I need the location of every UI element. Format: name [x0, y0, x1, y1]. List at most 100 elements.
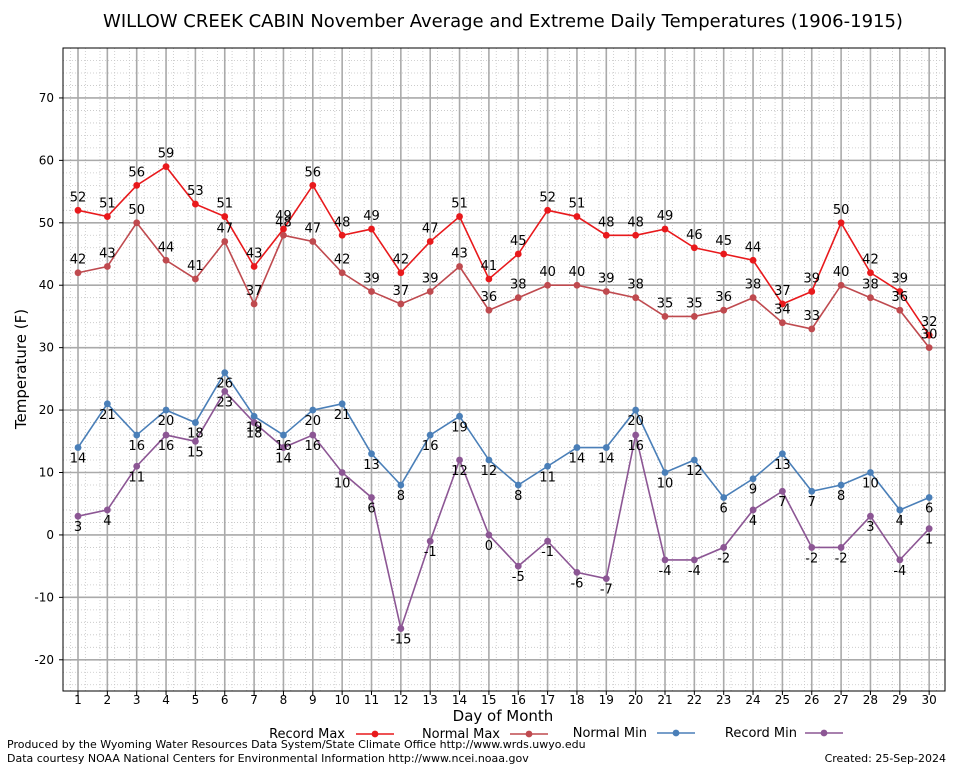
normal-min-point	[661, 469, 669, 476]
record-min-point	[309, 431, 317, 439]
record-min-point	[192, 437, 199, 445]
record-min-point	[456, 456, 463, 464]
normal-min-data-label: 4	[896, 514, 904, 529]
record-max-data-label: 42	[393, 253, 410, 268]
legend-label-record-max: Record Max	[269, 727, 345, 742]
normal-max-point	[544, 281, 551, 289]
record-max-data-label: 39	[803, 271, 820, 286]
record-min-point	[544, 537, 551, 545]
record-min-point	[837, 544, 845, 551]
record-max-data-label: 49	[363, 209, 380, 224]
normal-max-data-label: 36	[715, 290, 732, 305]
record-min-data-label: 16	[627, 439, 644, 454]
normal-max-point	[456, 263, 463, 270]
record-min-point	[925, 525, 933, 533]
record-min-data-label: -6	[570, 576, 583, 591]
normal-min-data-label: 8	[397, 489, 405, 504]
record-min-data-label: -4	[659, 564, 672, 579]
normal-max-point	[397, 300, 405, 308]
normal-min-point	[925, 494, 933, 501]
x-tick-label: 16	[511, 693, 526, 707]
x-tick-label: 24	[745, 693, 760, 707]
normal-min-point	[221, 369, 229, 377]
normal-max-point	[661, 313, 669, 320]
normal-min-data-label: 20	[305, 414, 322, 429]
record-max-point	[133, 181, 141, 189]
record-min-data-label: -5	[512, 570, 525, 585]
record-min-point	[749, 506, 757, 514]
normal-max-point	[162, 256, 170, 264]
record-min-data-label: 7	[778, 495, 786, 510]
x-tick-label: 4	[162, 693, 170, 707]
x-tick-label: 10	[335, 693, 350, 707]
normal-max-data-label: 42	[334, 253, 351, 268]
normal-min-data-label: 20	[158, 414, 175, 429]
normal-max-point	[309, 238, 317, 245]
x-tick-label: 14	[452, 693, 467, 707]
x-tick-label: 26	[804, 693, 819, 707]
y-axis-label: Temperature (F)	[12, 309, 30, 430]
normal-max-point	[250, 300, 258, 308]
record-min-data-label: 12	[451, 464, 468, 479]
record-min-point	[368, 494, 375, 501]
x-tick-label: 1	[74, 693, 82, 707]
record-min-data-label: -4	[688, 564, 701, 579]
record-max-point	[896, 288, 904, 295]
record-min-point	[162, 431, 170, 439]
normal-min-data-label: 10	[862, 477, 879, 492]
normal-min-point	[103, 400, 111, 408]
normal-min-data-label: 14	[598, 452, 615, 467]
normal-max-data-label: 34	[774, 303, 791, 318]
normal-min-data-label: 16	[422, 439, 439, 454]
normal-max-data-label: 33	[803, 309, 820, 324]
normal-max-point	[779, 319, 786, 327]
record-min-data-label: 4	[749, 514, 757, 529]
record-min-data-label: -15	[390, 633, 411, 648]
normal-max-data-label: 47	[305, 222, 322, 237]
normal-min-point	[397, 481, 405, 489]
normal-max-point	[74, 269, 82, 277]
record-min-point	[661, 556, 669, 564]
normal-max-point	[133, 219, 141, 227]
y-tick-label: 10	[39, 466, 54, 480]
record-min-point	[808, 544, 816, 551]
normal-max-data-label: 43	[99, 246, 116, 261]
normal-min-point	[485, 456, 493, 464]
normal-min-point	[808, 487, 816, 495]
normal-max-point	[426, 288, 434, 295]
plot-frame	[62, 47, 946, 692]
normal-min-data-label: 8	[837, 489, 845, 504]
record-min-data-label: 1	[925, 533, 933, 548]
normal-min-point	[573, 444, 581, 451]
record-max-point	[74, 206, 82, 214]
normal-min-point	[720, 494, 728, 501]
normal-min-point	[426, 431, 434, 439]
normal-max-point	[896, 306, 904, 314]
normal-min-point	[690, 456, 698, 464]
x-tick-label: 15	[481, 693, 496, 707]
x-axis-label: Day of Month	[453, 707, 554, 725]
x-tick-label: 13	[423, 693, 438, 707]
record-max-data-label: 50	[833, 203, 850, 218]
normal-min-data-label: 26	[216, 377, 233, 392]
x-tick-label: 27	[833, 693, 848, 707]
record-max-point	[397, 269, 405, 277]
record-min-data-label: 3	[74, 520, 82, 535]
record-min-point	[250, 419, 258, 426]
x-tick-label: 25	[775, 693, 790, 707]
record-max-point	[690, 244, 698, 252]
record-max-point	[338, 231, 346, 239]
normal-max-point	[720, 306, 728, 314]
normal-max-data-label: 47	[216, 222, 233, 237]
record-min-data-label: -1	[424, 545, 437, 560]
normal-min-data-label: 13	[774, 458, 791, 473]
normal-min-data-label: 13	[363, 458, 380, 473]
normal-max-point	[837, 281, 845, 289]
record-min-point	[720, 544, 728, 551]
normal-max-data-label: 42	[70, 253, 87, 268]
record-max-data-label: 51	[216, 197, 233, 212]
record-max-point	[280, 225, 287, 233]
x-axis-ticks: 1 2 3 4 5 6 7 8 9 10 11 12 13 14 15 16 17 18 19 20 21 22 23 24 2…	[74, 691, 937, 707]
x-tick-label: 3	[133, 693, 141, 707]
x-tick-label: 9	[309, 693, 317, 707]
